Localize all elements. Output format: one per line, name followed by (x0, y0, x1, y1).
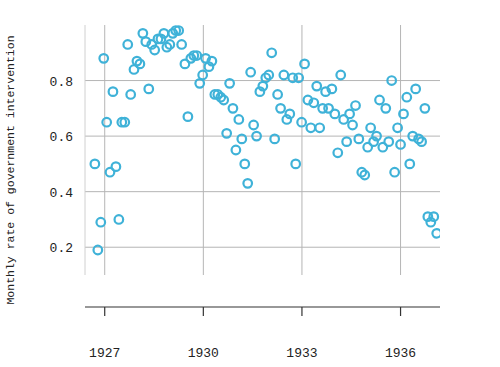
point (237, 135, 246, 144)
point (112, 162, 121, 171)
point (421, 104, 430, 113)
point (429, 212, 438, 221)
x-tick-label: 1936 (385, 346, 416, 361)
point (381, 104, 390, 113)
point (432, 229, 440, 238)
point (280, 71, 289, 80)
point (273, 90, 282, 99)
point (384, 137, 393, 146)
point (390, 168, 399, 177)
x-tick (400, 307, 401, 316)
x-tick-label: 1927 (89, 346, 120, 361)
point (264, 71, 273, 80)
point (229, 104, 238, 113)
point (109, 87, 118, 96)
point (405, 160, 414, 169)
point (99, 54, 108, 63)
point (249, 121, 258, 130)
point (403, 93, 412, 102)
point (91, 160, 100, 169)
point (246, 68, 255, 77)
points (91, 26, 440, 254)
point (342, 137, 351, 146)
y-axis-line (85, 25, 86, 275)
x-axis-line (85, 306, 440, 307)
point (336, 71, 345, 80)
x-tick (301, 307, 302, 316)
x-tick (104, 307, 105, 316)
point (345, 110, 354, 119)
point (136, 60, 145, 69)
point (270, 135, 279, 144)
point (399, 110, 408, 119)
point (294, 73, 303, 82)
point (393, 123, 402, 132)
point (198, 71, 207, 80)
point (297, 118, 306, 127)
point (94, 246, 103, 255)
point (144, 85, 153, 94)
point (307, 123, 316, 132)
point (348, 121, 357, 130)
point (312, 82, 321, 91)
point (355, 135, 364, 144)
chart: 0.2 0.4 0.6 0.8 Monthly rate of government i… (0, 0, 500, 367)
point (331, 110, 340, 119)
point (115, 215, 124, 224)
x-tick (203, 307, 204, 316)
point (333, 148, 342, 157)
point (222, 129, 231, 138)
point (126, 90, 135, 99)
y-axis-title: Monthly rate of government intervention (4, 35, 17, 304)
point (96, 218, 105, 227)
grid-line-y (85, 136, 440, 137)
point (174, 26, 183, 35)
point (411, 85, 420, 94)
point (315, 123, 324, 132)
point (240, 160, 249, 169)
point (396, 140, 405, 149)
grid-line-x (400, 25, 401, 275)
point (276, 104, 285, 113)
point (328, 85, 337, 94)
point (235, 115, 244, 124)
point (351, 101, 360, 110)
point (291, 160, 300, 169)
point (150, 46, 159, 55)
point (184, 112, 193, 121)
point (123, 40, 132, 49)
point (372, 132, 381, 141)
point (219, 96, 228, 105)
x-tick-label: 1933 (286, 346, 317, 361)
point (375, 96, 384, 105)
point (267, 48, 276, 57)
point (387, 76, 396, 85)
point (177, 40, 186, 49)
point (208, 57, 217, 66)
y-tick-label: 0.8 (50, 75, 73, 90)
point (309, 98, 318, 107)
point (120, 118, 129, 127)
point (366, 123, 375, 132)
point (232, 146, 241, 155)
point (360, 171, 369, 180)
point (252, 132, 261, 141)
point (160, 29, 169, 38)
grid-line-y (85, 191, 440, 192)
point (225, 79, 234, 88)
y-tick-label: 0.4 (50, 186, 74, 201)
grid-line-y (85, 247, 440, 248)
y-tick-label: 0.6 (50, 130, 73, 145)
point (243, 179, 252, 188)
point (102, 118, 111, 127)
point (192, 51, 201, 60)
x-tick-label: 1930 (188, 346, 219, 361)
point (300, 60, 309, 69)
point (417, 137, 426, 146)
point (285, 110, 294, 119)
point (166, 40, 175, 49)
y-tick-label: 0.2 (50, 241, 73, 256)
